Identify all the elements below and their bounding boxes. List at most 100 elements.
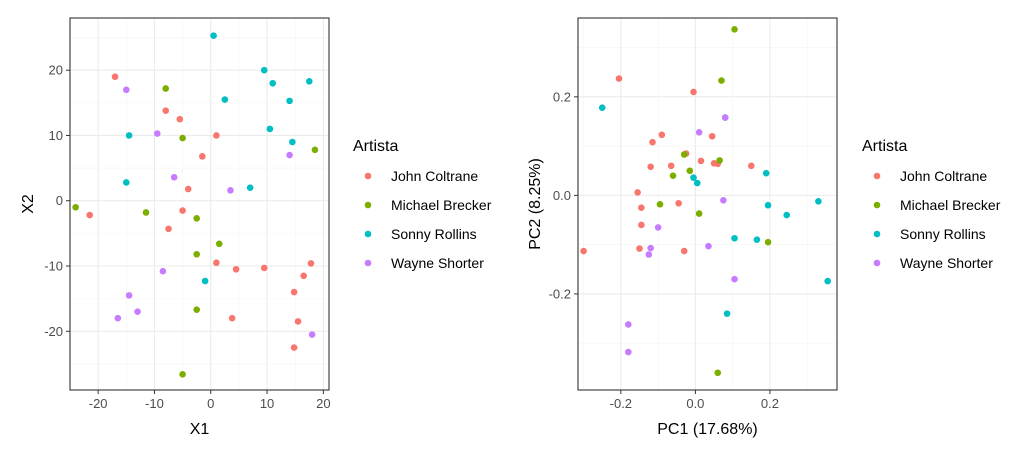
pca-point-wayne-shorter [645,251,653,258]
tsne-point-john-coltrane [300,272,307,280]
pca-x-axis-title: PC1 (17.68%) [657,421,758,438]
tsne-point-sonny-rollins [201,277,209,285]
tsne-point-john-coltrane [232,265,240,273]
pca-legend-key-john-coltrane [873,172,881,180]
tsne-point-sonny-rollins [266,125,274,133]
pca-point-wayne-shorter [625,321,632,328]
pca-point-wayne-shorter [721,114,729,121]
pca-point-michael-brecker [714,369,722,377]
pca-point-john-coltrane [580,247,587,255]
tsne-point-john-coltrane [228,314,236,322]
tsne-point-wayne-shorter [153,130,161,137]
tsne-point-wayne-shorter [227,186,234,194]
pca-point-john-coltrane [747,162,755,170]
tsne-point-john-coltrane [294,318,302,325]
tsne-point-john-coltrane [307,260,315,267]
pca-point-wayne-shorter [654,224,662,231]
pca-point-sonny-rollins [824,277,831,285]
pca-point-john-coltrane [647,163,654,171]
pca-point-sonny-rollins [815,197,822,205]
tsne-point-wayne-shorter [134,308,141,315]
tsne-x-tick-label: -20 [89,396,108,411]
pca-point-john-coltrane [680,247,688,255]
pca-point-sonny-rollins [753,236,761,244]
tsne-plot: -20 -10 0 10 20 -20 -10 0 10 20 X1 X2 Artista Joh… [20,17,492,438]
tsne-point-john-coltrane [176,115,184,123]
tsne-point-michael-brecker [179,371,186,378]
tsne-point-john-coltrane [213,132,220,139]
pca-y-tick-label: -0.2 [549,286,571,301]
pca-point-michael-brecker [686,167,694,175]
pca-point-sonny-rollins [764,201,772,209]
tsne-y-tick-label: 20 [49,63,63,78]
tsne-point-michael-brecker [193,306,200,314]
pca-point-michael-brecker [695,210,703,217]
tsne-legend: Artista John Coltrane Michael Brecker Sonn… [353,138,492,271]
pca-point-wayne-shorter [705,242,712,250]
tsne-legend-label-sonny-rollins: Sonny Rollins [391,226,477,242]
pca-legend-label-sonny-rollins: Sonny Rollins [900,226,986,242]
tsne-y-tick-label: 10 [49,128,63,143]
pca-point-john-coltrane [658,131,666,139]
pca-legend-key-sonny-rollins [873,230,881,238]
tsne-point-michael-brecker [215,240,223,248]
tsne-point-sonny-rollins [269,79,276,87]
tsne-point-sonny-rollins [210,32,217,39]
pca-point-sonny-rollins [693,179,701,187]
tsne-point-john-coltrane [86,211,94,219]
tsne-point-sonny-rollins [123,179,130,186]
pca-point-sonny-rollins [762,169,770,177]
tsne-point-sonny-rollins [246,184,254,191]
pca-point-sonny-rollins [598,104,606,111]
tsne-point-john-coltrane [179,207,186,214]
pca-legend-title: Artista [862,138,907,155]
pca-point-wayne-shorter [625,348,632,356]
pca-point-john-coltrane [708,132,716,140]
pca-point-michael-brecker [716,157,723,164]
tsne-point-john-coltrane [290,344,298,351]
tsne-point-michael-brecker [193,215,200,222]
tsne-x-tick-label: 20 [316,396,330,411]
pca-point-john-coltrane [634,189,641,196]
pca-x-tick-label: 0.2 [761,396,779,411]
tsne-legend-key-sonny-rollins [364,230,372,238]
pca-point-michael-brecker [656,200,664,208]
pca-legend-items: John Coltrane Michael Brecker Sonny Rollin… [873,168,1001,271]
pca-point-john-coltrane [667,162,675,170]
pca-point-michael-brecker [731,26,738,33]
tsne-x-axis-title: X1 [190,421,210,438]
pca-point-michael-brecker [669,172,677,179]
tsne-point-michael-brecker [193,250,200,258]
pca-point-john-coltrane [649,138,656,146]
tsne-point-john-coltrane [199,153,206,160]
pca-point-wayne-shorter [695,129,703,136]
tsne-point-sonny-rollins [289,138,296,146]
tsne-legend-label-michael-brecker: Michael Brecker [391,197,492,213]
tsne-panel-border [69,17,330,391]
pca-legend-key-wayne-shorter [873,259,881,267]
tsne-point-wayne-shorter [170,173,178,181]
tsne-legend-items: John Coltrane Michael Brecker Sonny Rollin… [364,168,492,271]
pca-points [580,26,831,377]
pca-ticks: -0.2 0.0 0.2 -0.2 0.0 0.2 [549,89,779,411]
tsne-point-wayne-shorter [125,292,133,299]
tsne-point-wayne-shorter [308,331,316,338]
pca-point-john-coltrane [638,221,645,229]
tsne-point-wayne-shorter [159,267,167,275]
pca-point-john-coltrane [615,75,623,82]
pca-plot: -0.2 0.0 0.2 -0.2 0.0 0.2 PC1 (17.68%) PC2 (8… [527,17,1001,438]
pca-y-axis-title: PC2 (8.25%) [527,158,544,250]
tsne-point-michael-brecker [179,134,186,142]
tsne-point-john-coltrane [260,264,268,272]
pca-point-john-coltrane [697,157,705,165]
tsne-y-tick-label: -20 [44,324,63,339]
pca-point-sonny-rollins [731,234,738,242]
pca-point-michael-brecker [718,77,725,84]
pca-legend-label-wayne-shorter: Wayne Shorter [900,255,993,271]
tsne-x-tick-label: 0 [207,396,214,411]
pca-y-tick-label: 0.0 [553,188,571,203]
tsne-legend-label-john-coltrane: John Coltrane [391,168,478,184]
tsne-point-sonny-rollins [125,132,133,139]
pca-legend: Artista John Coltrane Michael Brecker Sonn… [862,138,1001,271]
